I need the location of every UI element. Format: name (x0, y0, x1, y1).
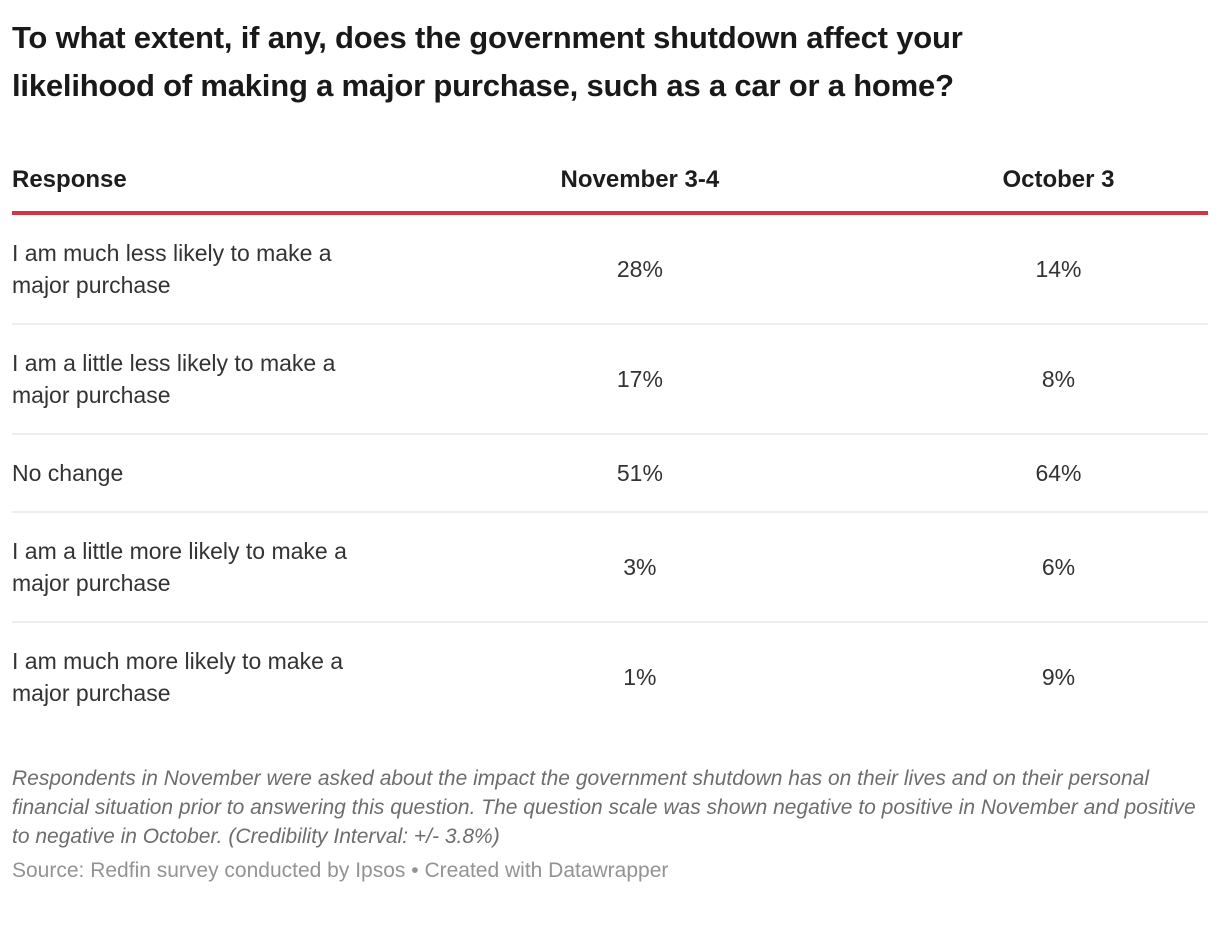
chart-notes: Respondents in November were asked about… (12, 767, 1196, 848)
column-header-november: November 3-4 (370, 166, 909, 215)
response-label-cell: I am a little more likely to make a majo… (12, 511, 371, 622)
data-table: Response November 3-4 October 3 I am muc… (12, 166, 1208, 731)
november-value-cell: 1% (370, 621, 909, 731)
datawrapper-credit-link[interactable]: Created with Datawrapper (424, 859, 669, 882)
october-value-cell: 64% (908, 433, 1208, 512)
source-line: Source: Redfin survey conducted by Ipsos… (12, 858, 1208, 884)
october-value-cell: 8% (908, 323, 1208, 434)
response-label: I am much more likely to make a major pu… (12, 648, 344, 706)
page-title: To what extent, if any, does the governm… (12, 20, 963, 103)
november-value-cell: 51% (370, 433, 909, 512)
table-row: I am a little more likely to make a majo… (12, 511, 1208, 622)
response-label: I am much less likely to make a major pu… (12, 240, 332, 298)
response-label-cell: I am much more likely to make a major pu… (12, 621, 371, 731)
column-header-response: Response (12, 166, 371, 215)
november-value-cell: 28% (616, 256, 663, 282)
table-row: I am much more likely to make a major pu… (12, 621, 1208, 731)
source-text: Source: Redfin survey conducted by Ipsos (12, 859, 406, 882)
november-value-cell: 17% (370, 323, 909, 434)
october-value-cell: 6% (908, 511, 1208, 622)
response-label-cell: I am a little less likely to make a majo… (12, 323, 371, 434)
october-value-cell: 9% (908, 621, 1208, 731)
october-value-cell: 14% (1035, 256, 1082, 282)
table-header: Response November 3-4 October 3 (12, 166, 1208, 215)
table-row: I am much less likely to make a major pu… (12, 213, 1208, 324)
table-row: I am a little less likely to make a majo… (12, 323, 1208, 434)
source-separator: • (411, 859, 419, 882)
table-row: No change 51% 64% (12, 433, 1208, 512)
table-body: I am much less likely to make a major pu… (12, 213, 1208, 731)
response-label-cell: I am much less likely to make a major pu… (12, 213, 371, 324)
column-header-october: October 3 (908, 166, 1208, 215)
response-label: No change (12, 460, 124, 486)
response-label: I am a little less likely to make a majo… (12, 350, 336, 408)
november-value-cell: 3% (370, 511, 909, 622)
response-label-cell: No change (12, 433, 371, 512)
table-header-row: Response November 3-4 October 3 (12, 166, 1208, 215)
response-label: I am a little more likely to make a majo… (12, 538, 347, 596)
